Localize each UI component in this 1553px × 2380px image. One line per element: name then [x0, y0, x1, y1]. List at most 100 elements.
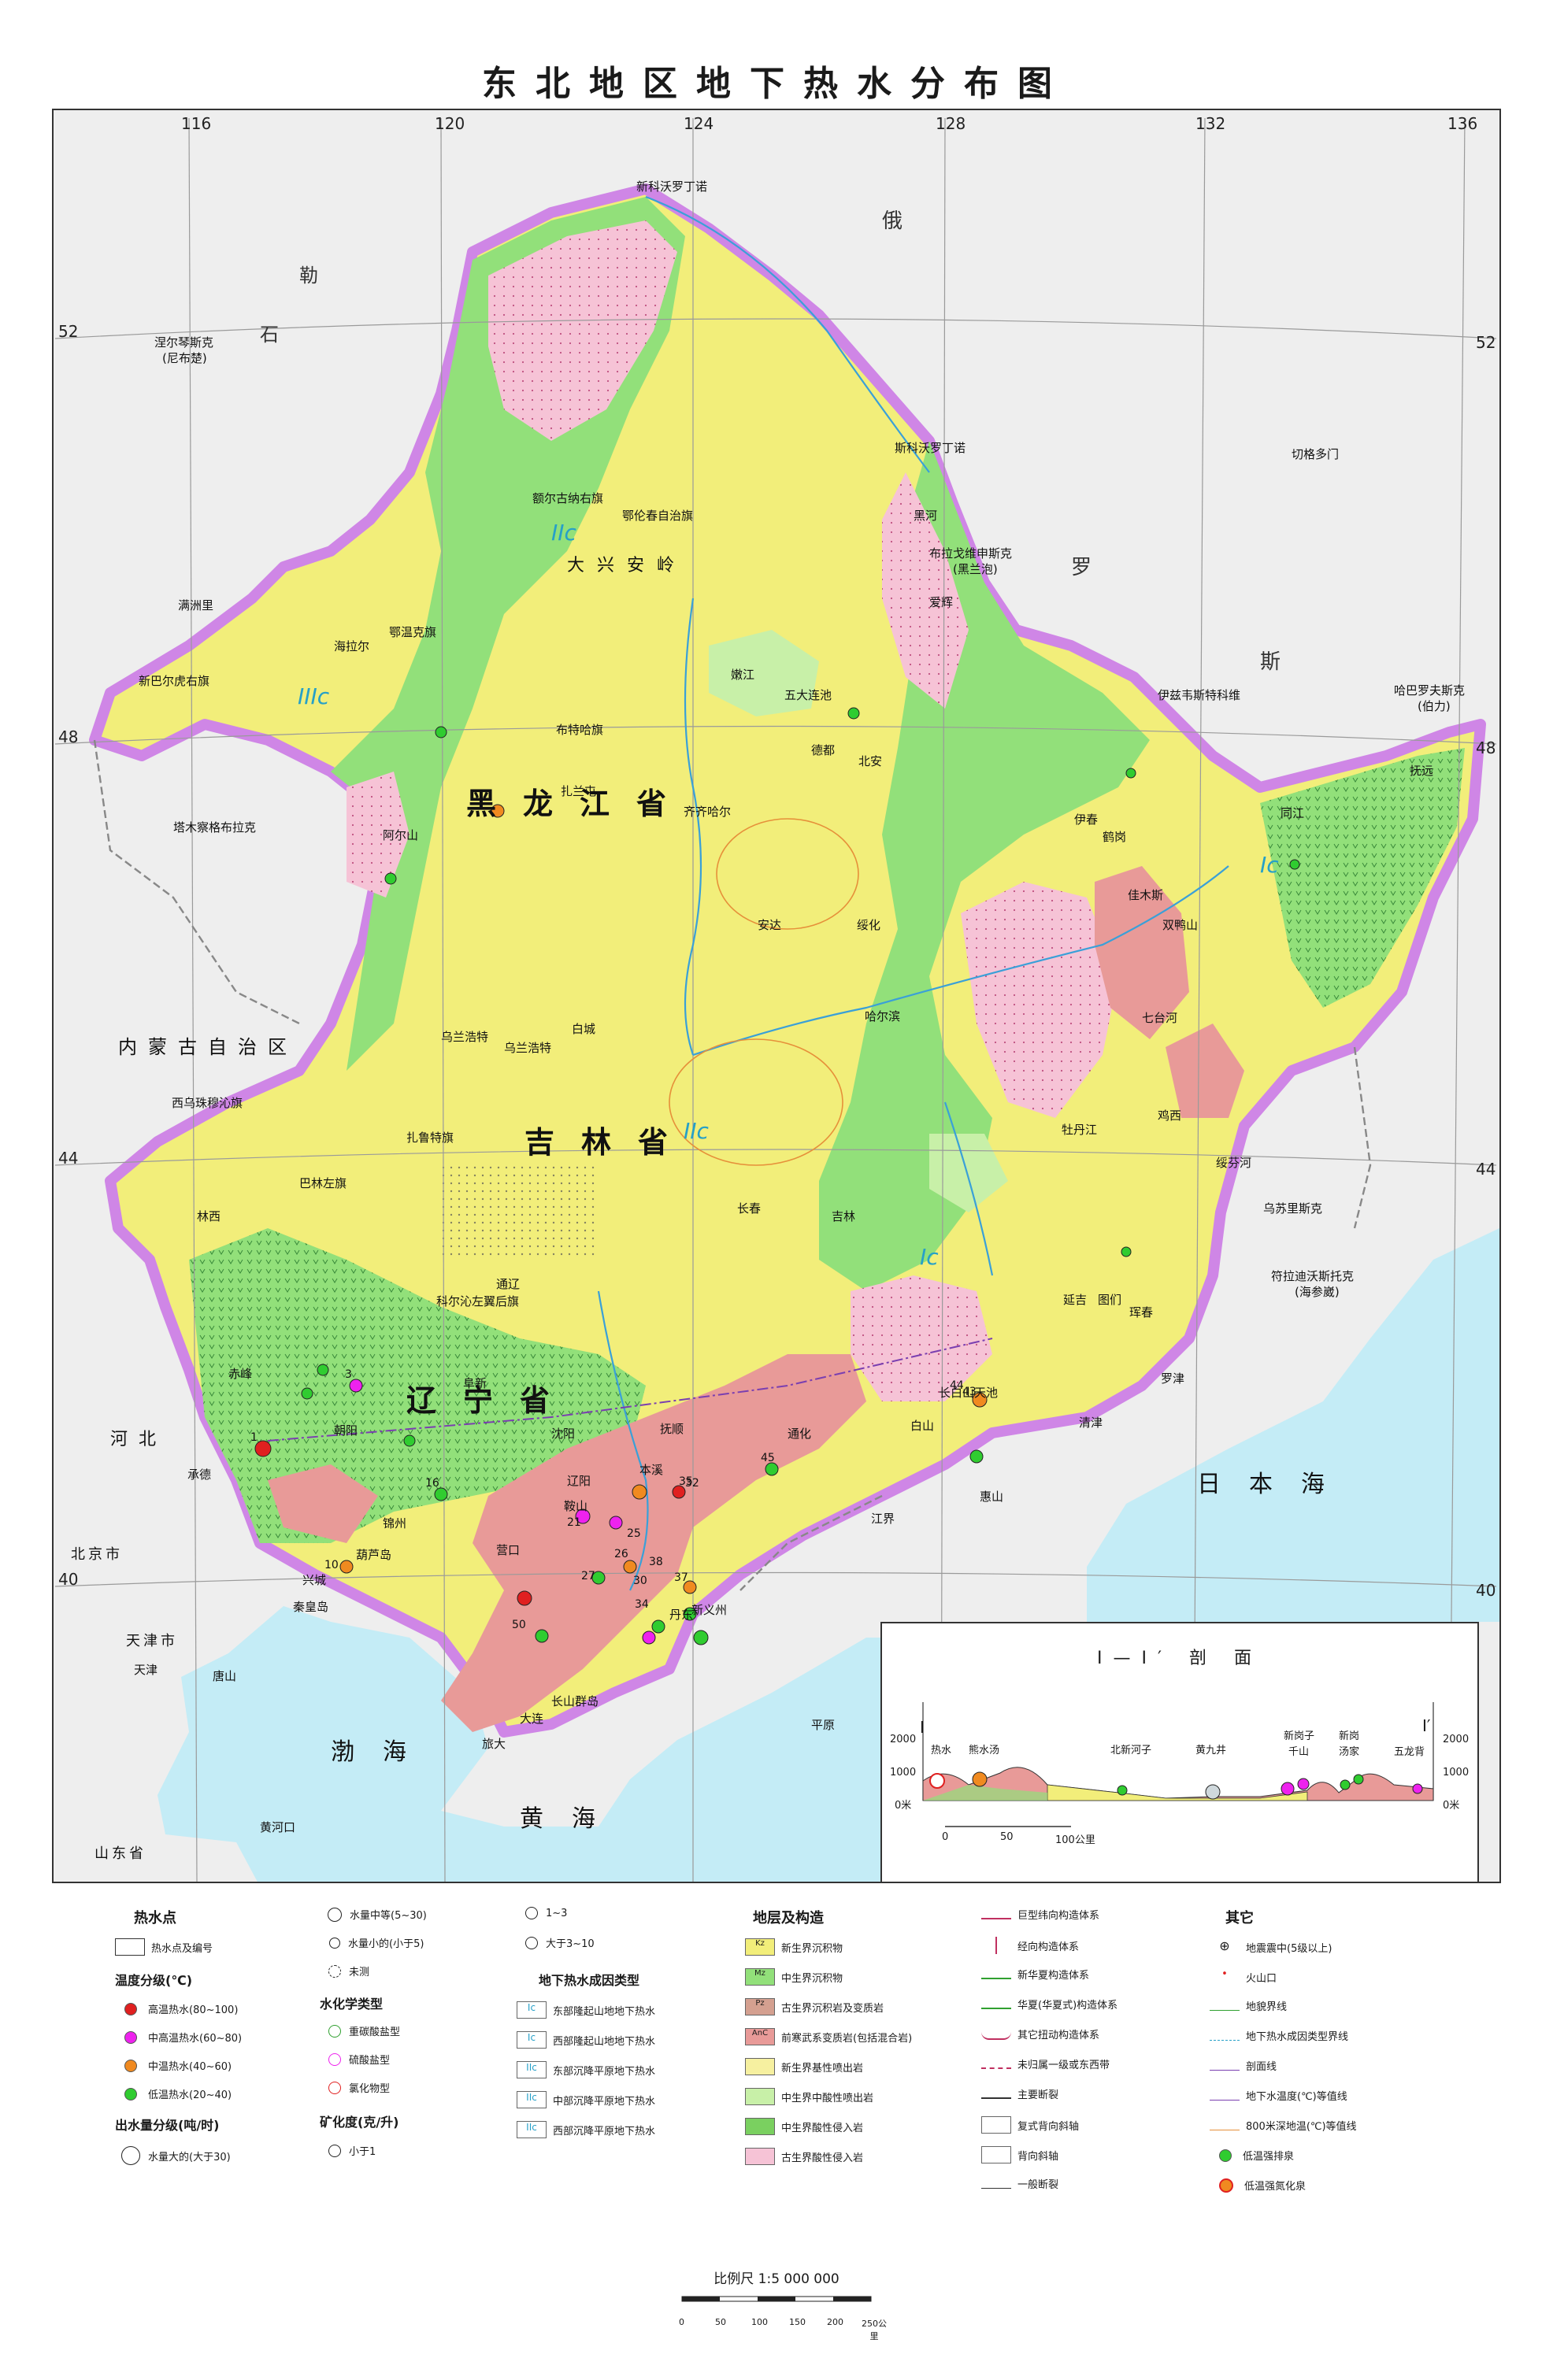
basalt-swatch-icon: [745, 2058, 775, 2075]
place-label: 平原: [811, 1718, 836, 1732]
place-label: 同江: [1281, 806, 1305, 820]
spring-number: 10: [324, 1559, 339, 1571]
sea-japan: [1087, 1228, 1499, 1622]
place-label: 鄂温克旗: [389, 625, 437, 639]
lat-right-40: 40: [1476, 1581, 1496, 1600]
legend-chem-bicarb: 重碳酸盐型: [320, 2023, 400, 2038]
legend-struct-1: 巨型纬向构造体系: [981, 1907, 1099, 1922]
section-left-mark: I: [920, 1718, 925, 1737]
twist-line-icon: [981, 2029, 1011, 2040]
mesozoic-south: [189, 1228, 646, 1543]
place-label: 西乌珠穆沁旗: [172, 1096, 243, 1110]
zone-label-1: IIIc: [298, 683, 330, 709]
orange-dot-icon: [124, 2059, 137, 2072]
place-label: (海参崴): [1295, 1285, 1340, 1299]
label-shandong: 山东省: [95, 1845, 146, 1862]
place-label: 七台河: [1142, 1011, 1178, 1025]
place-label: 延吉: [1063, 1293, 1088, 1307]
label-russia-1: 俄: [882, 209, 914, 233]
dashed-circle-icon: [328, 1964, 341, 1978]
lon-132: 132: [1195, 114, 1225, 133]
place-label: 抚远: [1410, 764, 1434, 778]
spring-number: 1: [250, 1431, 258, 1444]
paleozoic-granite-north: [488, 220, 677, 441]
genesis-boundary-icon: [1210, 2031, 1240, 2041]
geotherm-isotherm-icon: [1210, 2121, 1240, 2130]
spring-number: 16: [425, 1477, 439, 1490]
spring-number: 21: [567, 1516, 581, 1529]
place-label: 乌兰浩特: [441, 1030, 489, 1044]
spring-number: 26: [614, 1548, 628, 1560]
place-label: 巴林左旗: [299, 1176, 347, 1190]
legend-min-head: 矿化度(克/升): [320, 2115, 399, 2130]
volcanic-wudalianchi: [709, 630, 819, 716]
legend-struct-10: 一般断裂: [981, 2176, 1058, 2191]
place-label: 惠山: [980, 1490, 1004, 1504]
spring-number: 43: [962, 1386, 977, 1398]
scale-tick: 100: [751, 2317, 768, 2327]
legend-flow-small: 水量小的(小于5): [320, 1935, 424, 1950]
legend-struct-4: 华夏(华夏式)构造体系: [981, 1997, 1117, 2012]
place-label: 珲春: [1129, 1305, 1154, 1320]
cathaysian-line-icon: [981, 2000, 1011, 2009]
place-label: 伊兹韦斯特科维: [1158, 688, 1241, 702]
place-label: 齐齐哈尔: [684, 805, 732, 819]
place-label: 葫芦岛: [356, 1548, 392, 1562]
legend-struct-5: 其它扭动构造体系: [981, 2027, 1099, 2041]
place-label: 通化: [788, 1427, 812, 1441]
place-label: 双鸭山: [1162, 918, 1199, 932]
place-label: 布拉戈维申斯克: [929, 546, 1013, 561]
spring-number: 38: [649, 1556, 663, 1568]
place-label: 营口: [496, 1543, 521, 1557]
place-label: 扎兰屯: [561, 784, 597, 798]
cross-section-profile: [922, 1702, 1434, 1827]
lat-left-40: 40: [58, 1570, 78, 1589]
legend-min-low: 小于1: [320, 2143, 376, 2158]
nitrogen-spring-icon: [1219, 2178, 1233, 2193]
elev-label: 0米: [1443, 1800, 1460, 1812]
place-label: 白山: [910, 1419, 935, 1433]
spring-number: 27: [581, 1570, 595, 1582]
legend-min-mid: 1~3: [517, 1907, 567, 1919]
spring-number: 45: [761, 1452, 775, 1464]
lat-right-44: 44: [1476, 1160, 1496, 1179]
label-sea-huanghai: 黄海: [520, 1805, 624, 1833]
lon-128: 128: [936, 114, 966, 133]
section-place: 熊水汤: [969, 1745, 1000, 1756]
section-scale-tick: 50: [1000, 1831, 1014, 1843]
legend-strata-basalt: 新生界基性喷出岩: [745, 2058, 863, 2075]
place-label: 新巴尔虎右旗: [139, 674, 210, 688]
place-label: 江界: [871, 1512, 895, 1526]
place-label: 朝阳: [334, 1423, 358, 1438]
section-place: 新岗子: [1284, 1730, 1315, 1742]
paleozoic-granite-east: [882, 472, 969, 709]
place-label: 爱辉: [929, 595, 954, 609]
place-label: 新义州: [691, 1603, 728, 1617]
label-russia-3: 斯: [1260, 650, 1292, 674]
legend-strata-paleo-intrusive: 古生界酸性侵入岩: [745, 2148, 863, 2165]
label-russia-2: 罗: [1071, 556, 1103, 579]
legend-other-9: 低温强氮化泉: [1210, 2178, 1306, 2193]
map-legend: 热水点 热水点及编号 温度分级(℃) 高温热水(80~100) 中高温热水(60…: [52, 1882, 1501, 2242]
legend-struct-2: 经向构造体系: [981, 1937, 1079, 1954]
place-label: 鄂伦春自治旗: [622, 509, 694, 523]
legend-genesis-3: IIc 东部沉降平原地下热水: [517, 2061, 655, 2078]
meso-intrusive-swatch-icon: [745, 2118, 775, 2135]
fold-axis-icon: [981, 2146, 1011, 2163]
legend-chem-chloride: 氯化物型: [320, 2080, 390, 2095]
place-label: 安达: [758, 918, 782, 932]
place-label: 哈巴罗夫斯克: [1394, 683, 1466, 698]
place-label: 牡丹江: [1062, 1123, 1098, 1137]
place-label: 符拉迪沃斯托克: [1271, 1269, 1355, 1283]
legend-other-6: 地下水温度(℃)等值线: [1210, 2088, 1347, 2103]
place-label: 乌兰浩特: [504, 1041, 552, 1055]
legend-min-high: 大于3~10: [517, 1935, 595, 1950]
section-place: 北新河子: [1110, 1745, 1152, 1756]
rivers: [597, 195, 1229, 1591]
volcano-icon: •: [1221, 1968, 1228, 1980]
label-liaoning: 辽宁省: [406, 1383, 577, 1418]
magenta-dot-icon: [124, 2030, 137, 2044]
section-place: 热水: [931, 1745, 952, 1756]
legend-other-1: ⊕ 地震震中(5级以上): [1210, 1938, 1332, 1956]
scale-tick: 0: [679, 2317, 684, 2327]
